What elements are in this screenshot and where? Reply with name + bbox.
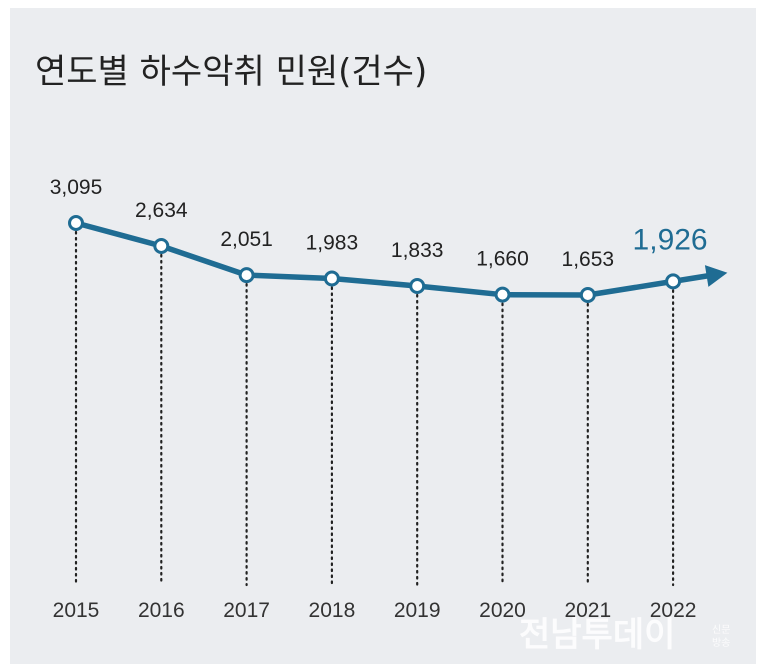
x-tick-2018: 2018 [309, 599, 356, 622]
data-point-2018 [323, 270, 340, 287]
value-label-2019: 1,833 [391, 239, 444, 262]
trend-arrowhead [704, 265, 728, 287]
data-point-2017 [238, 267, 255, 284]
x-tick-2017: 2017 [223, 599, 270, 622]
data-point-2022 [665, 273, 682, 290]
value-label-2018: 1,983 [306, 232, 359, 255]
x-tick-2022: 2022 [650, 599, 697, 622]
vertical-guides [74, 230, 675, 587]
data-point-2021 [579, 287, 596, 303]
value-label-2016: 2,634 [135, 199, 188, 222]
value-label-2022: 1,926 [633, 223, 708, 256]
chart-title: 연도별 하수악취 민원(건수) [35, 52, 427, 92]
watermark-text: 전남투데이 [519, 615, 675, 655]
x-axis-ticks: 2015 2016 2017 2018 2019 2020 2021 2022 [53, 599, 697, 622]
data-points [68, 215, 682, 303]
value-label-2017: 2,051 [220, 228, 273, 251]
data-point-2019 [409, 278, 426, 295]
x-tick-2021: 2021 [564, 599, 611, 622]
chart-panel [10, 8, 756, 664]
watermark-logo: 전남투데이 신문 방송 [519, 615, 730, 655]
value-label-2021: 1,653 [562, 248, 615, 271]
value-labels: 3,095 2,634 2,051 1,983 1,833 1,660 1,653 1,926 [50, 176, 708, 271]
watermark-sub-top: 신문 [712, 624, 730, 636]
data-point-2020 [494, 286, 511, 303]
value-label-2020: 1,660 [476, 248, 529, 271]
x-tick-2015: 2015 [53, 599, 100, 622]
data-point-2016 [153, 238, 170, 255]
x-tick-2019: 2019 [394, 599, 441, 622]
x-tick-2016: 2016 [138, 599, 185, 622]
watermark-sub-bottom: 방송 [712, 637, 730, 649]
value-label-2015: 3,095 [50, 176, 103, 199]
x-tick-2020: 2020 [479, 599, 526, 622]
data-point-2015 [68, 215, 84, 231]
